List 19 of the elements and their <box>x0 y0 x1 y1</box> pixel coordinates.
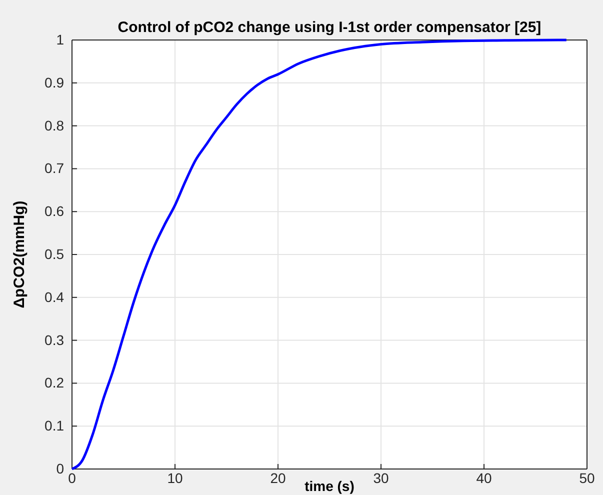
x-tick-label: 30 <box>373 470 389 486</box>
x-axis-title: time (s) <box>304 478 354 494</box>
y-tick-label: 0.5 <box>44 246 64 262</box>
y-tick-label: 0.6 <box>44 203 64 220</box>
y-tick-label: 1 <box>56 31 64 48</box>
x-tick-label: 50 <box>579 470 595 486</box>
y-tick-label: 0.1 <box>44 418 64 434</box>
x-tick-label: 10 <box>167 470 183 486</box>
y-tick-label: 0.4 <box>44 288 64 305</box>
chart-title: Control of pCO2 change using I-1st order compensator [25] <box>118 19 542 36</box>
x-tick-label: 20 <box>270 470 286 486</box>
y-tick-label: 0.7 <box>44 160 64 176</box>
y-tick-label: 0.9 <box>44 74 64 90</box>
y-tick-label: 0.3 <box>44 332 64 348</box>
x-tick-label: 40 <box>476 470 492 486</box>
y-axis-title: ΔpCO2(mmHg) <box>11 200 28 308</box>
x-tick-label: 0 <box>68 470 76 486</box>
y-tick-label: 0.2 <box>44 374 64 391</box>
y-tick-label: 0.8 <box>44 117 64 134</box>
